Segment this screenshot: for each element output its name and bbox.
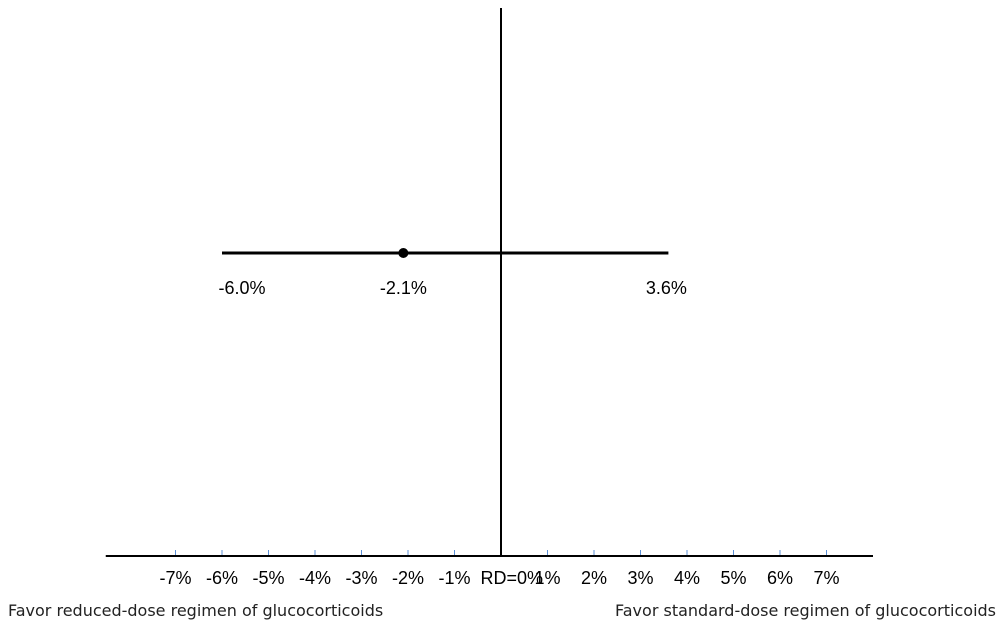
favor-left-annotation: Favor reduced-dose regimen of glucocorti… [8, 601, 383, 620]
x-tick-label: RD=0% [480, 568, 543, 588]
ci-upper-label: 3.6% [646, 278, 687, 298]
x-tick-label: 6% [767, 568, 793, 588]
x-tick-label: 2% [581, 568, 607, 588]
x-tick-label: -7% [159, 568, 191, 588]
favor-right-annotation: Favor standard-dose regimen of glucocort… [615, 601, 996, 620]
x-tick-label: -6% [206, 568, 238, 588]
x-tick-label: 3% [627, 568, 653, 588]
x-tick-label: -4% [299, 568, 331, 588]
ci-lower-label: -6.0% [218, 278, 265, 298]
x-tick-label: -5% [252, 568, 284, 588]
x-tick-label: -1% [438, 568, 470, 588]
x-tick-label: -2% [392, 568, 424, 588]
x-tick-label: 4% [674, 568, 700, 588]
x-axis-ticks: -7% -6% -5% -4% -3% -2% -1% RD=0%1% 2% 3% 4% 5% 6% 7% [159, 550, 840, 588]
x-tick-label: -3% [345, 568, 377, 588]
x-tick-label: 1% [534, 568, 560, 588]
x-tick-label: 5% [720, 568, 746, 588]
point-estimate-marker [398, 248, 409, 258]
x-tick-label: 7% [813, 568, 839, 588]
point-estimate-label: -2.1% [380, 278, 427, 298]
